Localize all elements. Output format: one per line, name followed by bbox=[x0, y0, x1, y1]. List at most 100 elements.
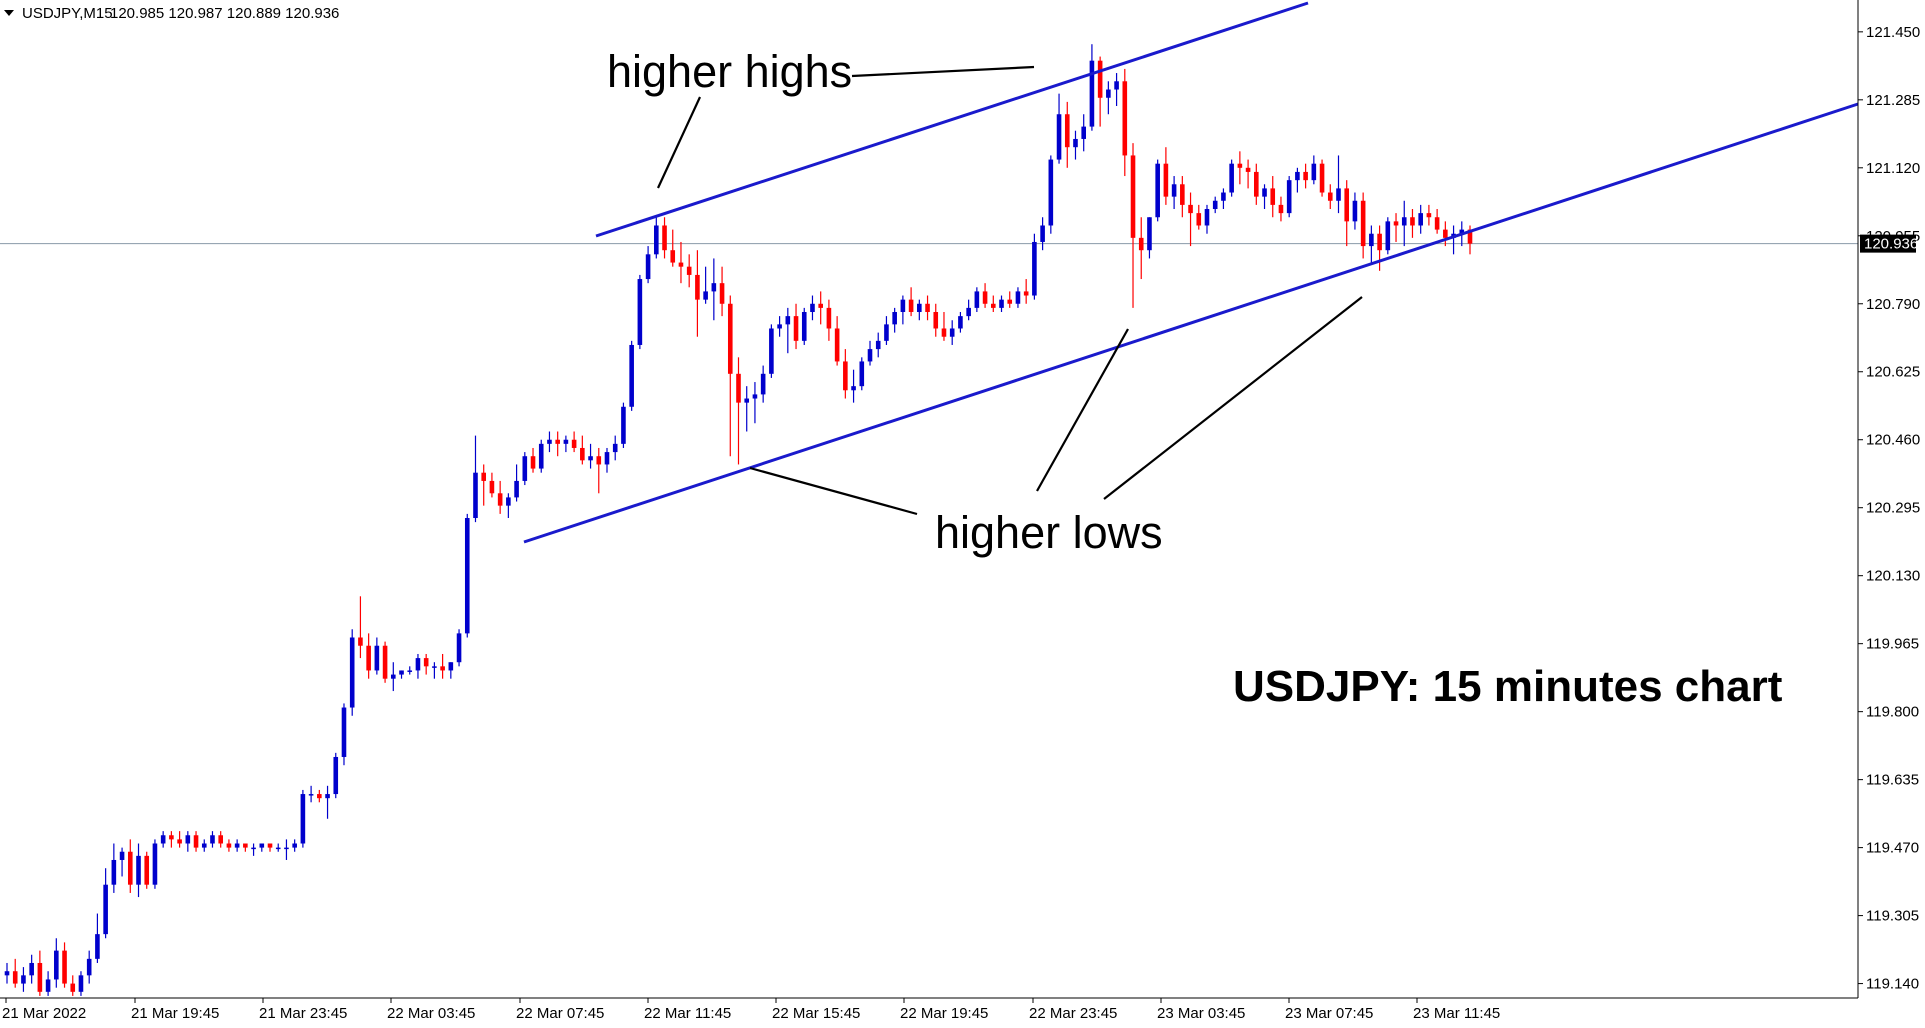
candle bbox=[473, 435, 478, 523]
candle bbox=[177, 831, 182, 848]
y-tick-label: 120.295 bbox=[1866, 500, 1920, 517]
candle bbox=[999, 295, 1004, 313]
candle bbox=[859, 357, 865, 391]
candle bbox=[1262, 184, 1267, 210]
candle bbox=[1015, 287, 1021, 308]
candle bbox=[1204, 204, 1210, 234]
candle bbox=[1270, 176, 1276, 218]
candle bbox=[678, 241, 684, 284]
candle bbox=[917, 299, 922, 321]
candle bbox=[867, 340, 873, 366]
candle bbox=[760, 365, 766, 403]
candle bbox=[982, 283, 988, 308]
candle bbox=[1056, 93, 1062, 164]
candle bbox=[974, 287, 980, 313]
candle bbox=[1286, 176, 1292, 218]
candle bbox=[818, 291, 823, 325]
candle bbox=[1097, 56, 1103, 127]
candle bbox=[308, 785, 314, 803]
candle bbox=[1064, 101, 1070, 168]
y-tick-label: 120.460 bbox=[1866, 432, 1920, 449]
candle bbox=[292, 839, 297, 852]
ohlc-values: 120.985 120.987 120.889 120.936 bbox=[110, 5, 339, 22]
candle bbox=[12, 958, 18, 988]
candle bbox=[193, 831, 199, 852]
x-tick-label: 23 Mar 07:45 bbox=[1285, 1005, 1373, 1022]
candle bbox=[826, 299, 832, 341]
x-tick-label: 22 Mar 19:45 bbox=[900, 1005, 988, 1022]
candle bbox=[1418, 204, 1423, 234]
candle bbox=[711, 258, 717, 321]
candle bbox=[1196, 204, 1202, 230]
candle bbox=[4, 962, 10, 984]
y-tick-label: 121.285 bbox=[1866, 92, 1920, 109]
candle bbox=[637, 274, 643, 350]
candle bbox=[1040, 217, 1045, 251]
candle bbox=[958, 312, 963, 333]
current-price-label: 120.936 bbox=[1864, 236, 1918, 253]
x-tick-label: 22 Mar 15:45 bbox=[772, 1005, 860, 1022]
candle bbox=[1443, 221, 1448, 247]
x-tick-label: 23 Mar 03:45 bbox=[1157, 1005, 1245, 1022]
candle bbox=[210, 831, 215, 848]
candle bbox=[481, 464, 487, 506]
candle bbox=[86, 950, 92, 984]
candle bbox=[374, 637, 380, 675]
candle bbox=[1319, 159, 1325, 197]
candle bbox=[1073, 130, 1078, 160]
candle bbox=[152, 839, 158, 889]
candle bbox=[1451, 225, 1456, 255]
x-tick-label: 21 Mar 2022 bbox=[2, 1005, 86, 1022]
candle bbox=[111, 843, 117, 893]
candle bbox=[185, 831, 191, 852]
candle bbox=[54, 938, 59, 988]
candle bbox=[1303, 163, 1308, 189]
candle bbox=[489, 472, 495, 498]
candle bbox=[736, 357, 741, 465]
candle bbox=[95, 913, 100, 963]
candle bbox=[571, 431, 577, 453]
candle bbox=[267, 843, 273, 852]
candle bbox=[555, 431, 560, 457]
candle bbox=[1377, 225, 1382, 271]
candle bbox=[785, 307, 791, 354]
y-tick-label: 119.140 bbox=[1866, 976, 1919, 993]
candle bbox=[275, 843, 281, 852]
y-tick-label: 119.635 bbox=[1866, 772, 1919, 789]
candle bbox=[851, 369, 856, 403]
candle bbox=[769, 324, 774, 378]
candle bbox=[670, 229, 676, 267]
candle bbox=[1278, 196, 1284, 222]
y-tick-label: 119.470 bbox=[1866, 840, 1919, 857]
candle bbox=[1032, 233, 1037, 300]
candle bbox=[160, 831, 166, 848]
candle bbox=[1245, 159, 1251, 189]
x-tick-label: 22 Mar 11:45 bbox=[644, 1005, 731, 1022]
candle bbox=[169, 831, 174, 848]
candle bbox=[382, 641, 388, 683]
candle bbox=[1048, 155, 1054, 234]
candle bbox=[547, 431, 552, 453]
candle bbox=[1237, 151, 1243, 185]
candle bbox=[629, 340, 634, 411]
higher-lows-pointer-left bbox=[749, 466, 918, 516]
candle bbox=[1426, 204, 1432, 226]
candle bbox=[900, 295, 906, 325]
higher-lows-pointer-mid bbox=[1036, 328, 1129, 492]
candle bbox=[662, 217, 667, 259]
menu-triangle-icon[interactable] bbox=[4, 10, 14, 16]
upper-trendline bbox=[595, 1, 1309, 238]
candle bbox=[234, 839, 240, 852]
higher-lows-label: higher lows bbox=[935, 507, 1163, 558]
candle bbox=[719, 266, 725, 317]
candle bbox=[621, 402, 626, 448]
candle bbox=[1229, 159, 1234, 197]
candle bbox=[727, 295, 733, 457]
candle bbox=[1385, 217, 1391, 255]
candle bbox=[1336, 155, 1341, 214]
candle bbox=[695, 250, 700, 337]
candle bbox=[1311, 155, 1317, 185]
y-tick-label: 120.790 bbox=[1866, 296, 1920, 313]
